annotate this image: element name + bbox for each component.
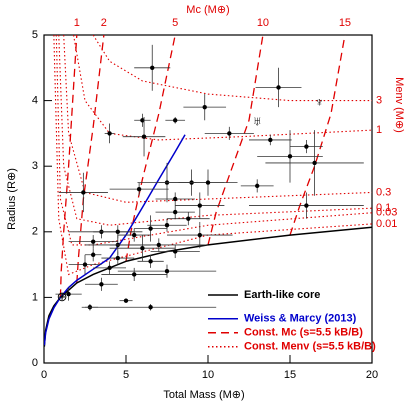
data-point [148, 305, 153, 310]
mc-label: 5 [172, 17, 178, 29]
y-tick-label: 5 [32, 29, 38, 41]
data-point [66, 291, 71, 297]
planet-symbol: ⊕ [57, 289, 68, 304]
menv-label: 0.01 [376, 218, 397, 230]
mc-label: 15 [339, 17, 351, 29]
legend-label: Weiss & Marcy (2013) [244, 313, 357, 325]
data-point [91, 239, 96, 244]
menv-label: 1 [376, 124, 382, 136]
data-point [255, 183, 260, 189]
curve [55, 35, 372, 246]
data-point [123, 298, 129, 303]
mc-label: 1 [74, 17, 80, 29]
curve [207, 35, 264, 246]
data-point [173, 249, 178, 254]
data-point [140, 246, 145, 251]
data-point [156, 242, 161, 248]
curve [59, 35, 78, 298]
mc-label: 2 [101, 17, 107, 29]
data-point [132, 272, 137, 277]
y-tick-label: 4 [32, 95, 38, 107]
legend-label: Const. Menv (s=5.5 kB/B) [244, 341, 376, 353]
y-axis-label: Radius (R⊕) [6, 168, 18, 230]
curve [63, 35, 372, 203]
mc-label: 10 [257, 17, 269, 29]
data-point [140, 118, 145, 123]
data-point [276, 85, 281, 90]
data-point [107, 265, 112, 271]
top-axis-label: Mc (M⊕) [186, 4, 229, 16]
curve [76, 35, 105, 284]
data-point [186, 216, 191, 221]
x-axis-label: Total Mass (M⊕) [163, 389, 244, 401]
legend-label: Const. Mc (s=5.5 kB/B) [244, 327, 363, 339]
data-point [205, 180, 211, 185]
curve [58, 35, 372, 226]
data-point [304, 144, 309, 149]
data-point [173, 118, 178, 123]
y-tick-label: 1 [32, 291, 38, 303]
menv-label: 0.1 [376, 202, 391, 214]
data-point [115, 255, 121, 261]
data-point [148, 226, 153, 231]
data-point [150, 65, 155, 71]
x-tick-label: 15 [284, 369, 296, 381]
data-point [148, 259, 153, 264]
y-tick-label: 3 [32, 160, 38, 172]
menv-label: 0.3 [376, 186, 391, 198]
data-point [197, 203, 202, 208]
curve [125, 35, 176, 262]
data-point [136, 186, 142, 192]
planet-symbol: ♅ [252, 114, 262, 129]
legend-label: Earth-like core [244, 289, 320, 301]
data-point [227, 131, 232, 136]
data-point [202, 104, 207, 110]
y-tick-label: 2 [32, 226, 38, 238]
curve [92, 35, 372, 102]
menv-label: 3 [376, 95, 382, 107]
data-point [99, 282, 104, 287]
y-tick-label: 0 [32, 357, 38, 369]
x-tick-label: 5 [123, 369, 129, 381]
x-tick-label: 10 [202, 369, 214, 381]
data-point [141, 134, 147, 139]
planet-symbol: ♆ [315, 95, 325, 110]
data-point [304, 203, 309, 208]
curve [72, 35, 372, 141]
data-point [173, 196, 178, 202]
data-point [287, 154, 293, 159]
right-axis-label: Menv (M⊕) [393, 77, 405, 133]
menv-label: 0.03 [376, 207, 397, 219]
data-point [132, 232, 137, 238]
data-point [82, 262, 88, 267]
data-point [173, 209, 178, 215]
data-point [197, 232, 202, 238]
curve [53, 35, 372, 276]
data-point [115, 229, 121, 234]
data-point [164, 268, 170, 274]
curve [44, 226, 372, 347]
data-point [81, 190, 86, 195]
data-point [91, 252, 96, 257]
data-point [312, 160, 317, 166]
curve [44, 134, 186, 346]
curve [289, 35, 346, 236]
data-point [164, 223, 170, 228]
x-tick-label: 20 [366, 369, 378, 381]
x-tick-label: 0 [41, 369, 47, 381]
data-point [268, 137, 273, 143]
data-point [107, 131, 112, 136]
